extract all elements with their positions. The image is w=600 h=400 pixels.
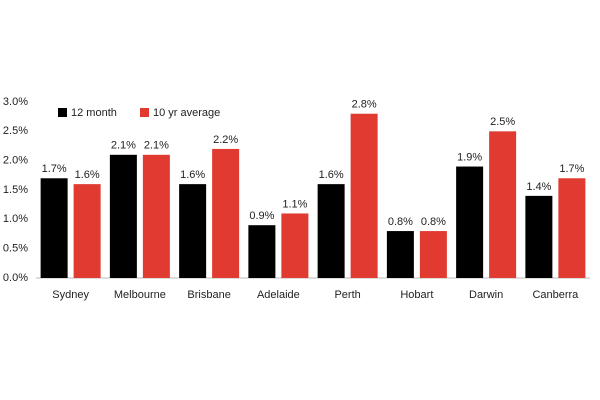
value-label: 0.8%: [421, 216, 446, 228]
bar: [281, 213, 309, 278]
bar: [317, 184, 345, 278]
y-tick-label: 0.5%: [3, 243, 28, 255]
x-tick-label: Adelaide: [257, 289, 300, 301]
bar: [456, 166, 484, 278]
legend-swatch: [140, 108, 149, 117]
bar: [248, 225, 276, 278]
bar: [142, 154, 170, 278]
x-tick-label: Darwin: [469, 289, 503, 301]
bar: [386, 231, 414, 278]
value-label: 1.1%: [282, 198, 307, 210]
bar: [558, 178, 586, 278]
x-tick-label: Sydney: [52, 289, 89, 301]
value-label: 1.6%: [180, 169, 205, 181]
value-label: 1.7%: [42, 163, 67, 175]
bar: [419, 231, 447, 278]
value-label: 1.6%: [319, 169, 344, 181]
value-label: 2.1%: [111, 140, 136, 152]
value-label: 1.9%: [457, 151, 482, 163]
x-tick-label: Canberra: [532, 289, 579, 301]
legend-swatch: [58, 108, 67, 117]
value-label: 1.6%: [75, 169, 100, 181]
value-label: 1.7%: [559, 163, 584, 175]
x-tick-label: Hobart: [400, 289, 433, 301]
bar: [73, 184, 101, 278]
value-label: 2.8%: [352, 99, 377, 111]
bar: [179, 184, 207, 278]
x-tick-label: Brisbane: [187, 289, 230, 301]
value-label: 1.4%: [526, 181, 551, 193]
bar: [40, 178, 68, 278]
legend-label: 10 yr average: [153, 107, 220, 119]
x-tick-label: Melbourne: [114, 289, 166, 301]
x-tick-label: Perth: [334, 289, 360, 301]
bar: [489, 131, 517, 278]
value-label: 2.1%: [144, 140, 169, 152]
y-tick-label: 2.0%: [3, 155, 28, 167]
value-label: 2.5%: [490, 116, 515, 128]
value-label: 2.2%: [213, 134, 238, 146]
bar: [350, 113, 378, 278]
legend-label: 12 month: [71, 107, 117, 119]
bar: [212, 148, 240, 278]
y-tick-label: 3.0%: [3, 96, 28, 108]
y-tick-label: 2.5%: [3, 125, 28, 137]
y-tick-label: 0.0%: [3, 272, 28, 284]
value-label: 0.8%: [388, 216, 413, 228]
bar: [525, 195, 553, 278]
y-tick-label: 1.5%: [3, 184, 28, 196]
bar: [109, 154, 137, 278]
value-label: 0.9%: [249, 210, 274, 222]
y-tick-label: 1.0%: [3, 213, 28, 225]
